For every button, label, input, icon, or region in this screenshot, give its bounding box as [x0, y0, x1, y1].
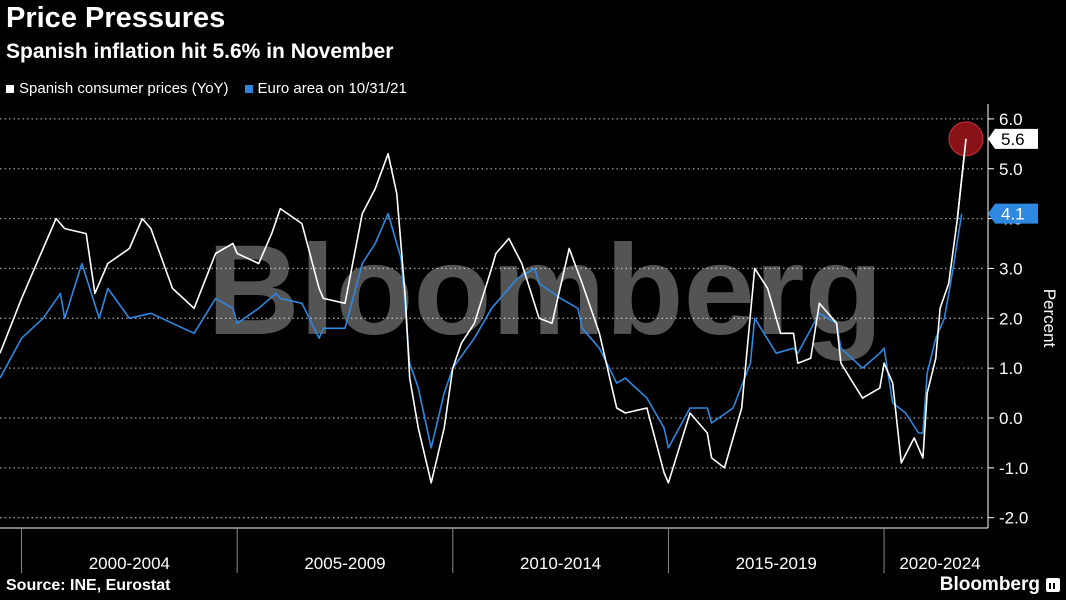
series-line	[0, 212, 963, 449]
legend: Spanish consumer prices (YoY) Euro area …	[6, 80, 407, 97]
x-tick-label: 2015-2019	[736, 554, 817, 573]
bar-chart-icon	[1046, 578, 1060, 592]
x-tick-label: 2000-2004	[89, 554, 170, 573]
series-lines	[0, 138, 967, 484]
legend-item-spain: Spanish consumer prices (YoY)	[6, 80, 229, 97]
legend-swatch-euro	[244, 84, 253, 93]
y-tick-label: 2.0	[999, 309, 1023, 328]
legend-swatch-spain	[6, 84, 14, 93]
y-tick-label: 1.0	[999, 359, 1023, 378]
y-tick-label: 3.0	[999, 259, 1023, 278]
source-note: Source: INE, Eurostat	[6, 577, 171, 594]
bloomberg-watermark: Bloomberg	[207, 219, 883, 362]
legend-label-euro: Euro area on 10/31/21	[257, 80, 407, 97]
y-tick-label: -1.0	[999, 459, 1028, 478]
series-line-tip	[956, 138, 967, 219]
y-axis-label: Percent	[1040, 289, 1059, 348]
bloomberg-logo: Bloomberg	[939, 574, 1040, 595]
series-line	[0, 138, 967, 484]
y-tick-label: -2.0	[999, 509, 1028, 528]
y-tick-label: 0.0	[999, 409, 1023, 428]
x-tick-label: 2010-2014	[520, 554, 601, 573]
legend-label-spain: Spanish consumer prices (YoY)	[19, 80, 229, 97]
value-labels: 5.6 4.1	[948, 121, 1038, 224]
last-value-text: 5.6	[1001, 130, 1025, 149]
last-value-tag	[988, 203, 1038, 224]
last-value-tag	[988, 128, 1038, 149]
chart-title: Price Pressures	[6, 2, 226, 34]
legend-item-euro: Euro area on 10/31/21	[244, 80, 407, 97]
chart-subtitle: Spanish inflation hit 5.6% in November	[6, 40, 394, 63]
x-tick-label: 2020-2024	[899, 554, 980, 573]
last-value-text: 4.1	[1001, 205, 1025, 224]
x-tick-label: 2005-2009	[304, 554, 385, 573]
y-tick-label: 6.0	[999, 110, 1023, 129]
y-tick-label: 5.0	[999, 160, 1023, 179]
